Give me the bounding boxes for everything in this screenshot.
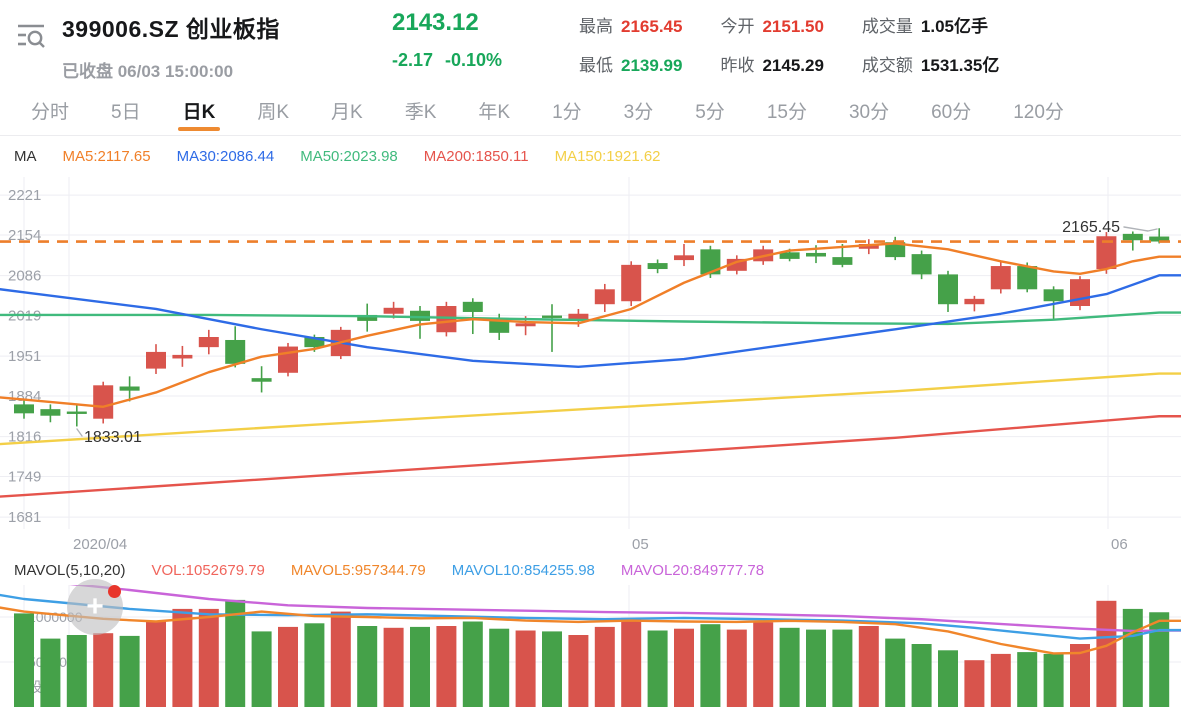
tab-15min[interactable]: 15分 [766, 102, 807, 123]
watchlist-search-icon[interactable] [14, 18, 48, 52]
symbol-title: 399006.SZ 创业板指 [62, 16, 280, 42]
change-percent: -0.10% [445, 50, 503, 70]
tab-weekly-k[interactable]: 周K [257, 102, 290, 123]
tab-5day[interactable]: 5日 [111, 102, 141, 123]
volume-chart[interactable]: 1000000500000股 [0, 585, 1181, 715]
ma150-value: MA150:1921.62 [554, 148, 661, 165]
svg-text:2154: 2154 [8, 227, 41, 244]
mavol-title[interactable]: MAVOL(5,10,20) [14, 561, 126, 579]
floating-add-button[interactable]: + [67, 579, 123, 635]
tab-monthly-k[interactable]: 月K [331, 102, 363, 123]
change-value: -2.17 [392, 50, 434, 70]
mavol20-value: MAVOL20:849777.78 [620, 561, 765, 579]
svg-text:1749: 1749 [8, 469, 41, 486]
vol-value: VOL:1052679.79 [151, 561, 265, 579]
market-status: 已收盘 06/03 15:00:00 [62, 62, 234, 81]
svg-text:1951: 1951 [8, 348, 41, 365]
header: 399006.SZ 创业板指 已收盘 06/03 15:00:00 2143.1… [0, 0, 1181, 86]
ma30-value: MA30:2086.44 [176, 148, 275, 165]
ma-title[interactable]: MA [14, 148, 37, 165]
price-chart[interactable]: 2221 2154 2086 2019 1951 1884 1816 1749 1681 2020… [0, 177, 1181, 555]
tab-1min[interactable]: 1分 [552, 102, 582, 123]
tab-30min[interactable]: 30分 [848, 102, 890, 123]
ma50-value: MA50:2023.98 [300, 148, 398, 165]
tab-60min[interactable]: 60分 [931, 102, 972, 123]
tab-3min[interactable]: 3分 [623, 102, 654, 123]
svg-text:2086: 2086 [8, 268, 41, 285]
svg-text:06: 06 [1111, 536, 1128, 553]
stat-prev-close: 昨收 2145.29 [720, 56, 824, 75]
quote-stats: 最高 2165.45 今开 2151.50 成交量 1.05亿手 最低 2139.99 … [579, 8, 999, 76]
ma200-value: MA200:1850.11 [423, 148, 529, 165]
stat-volume: 成交量 1.05亿手 [861, 17, 988, 36]
ma5-value: MA5:2117.65 [62, 148, 151, 165]
svg-text:2020/04: 2020/04 [73, 536, 127, 553]
stat-low: 最低 2139.99 [579, 56, 683, 75]
svg-text:2165.45: 2165.45 [1062, 219, 1120, 236]
period-tabs: 分时 5日 日K 周K 月K 季K 年K 1分 3分 5分 15分 30分 60… [0, 86, 1181, 136]
tab-daily-k[interactable]: 日K [173, 86, 226, 135]
svg-text:05: 05 [632, 536, 649, 553]
plus-icon: + [86, 590, 104, 623]
tab-120min[interactable]: 120分 [1013, 102, 1064, 123]
svg-text:1681: 1681 [8, 509, 41, 526]
tab-5min[interactable]: 5分 [695, 102, 725, 123]
tab-quarterly-k[interactable]: 季K [404, 102, 437, 123]
mavol5-value: MAVOL5:957344.79 [290, 561, 426, 579]
svg-text:1833.01: 1833.01 [84, 429, 142, 446]
ma-indicator-row: MA MA5:2117.65 MA30:2086.44 MA50:2023.98… [0, 136, 1181, 177]
mavol10-value: MAVOL10:854255.98 [451, 561, 595, 579]
tab-minute[interactable]: 分时 [31, 102, 70, 123]
notification-dot [108, 585, 121, 598]
svg-text:2221: 2221 [8, 187, 41, 204]
tab-yearly-k[interactable]: 年K [478, 102, 511, 123]
stat-turnover: 成交额 1531.35亿 [861, 56, 1000, 75]
last-price: 2143.12 [392, 9, 479, 36]
mavol-indicator-row: MAVOL(5,10,20) VOL:1052679.79 MAVOL5:957… [0, 555, 1181, 585]
stat-high: 最高 2165.45 [579, 17, 683, 36]
price-change: -2.17 -0.10% [392, 50, 557, 71]
stat-open: 今开 2151.50 [720, 17, 824, 36]
